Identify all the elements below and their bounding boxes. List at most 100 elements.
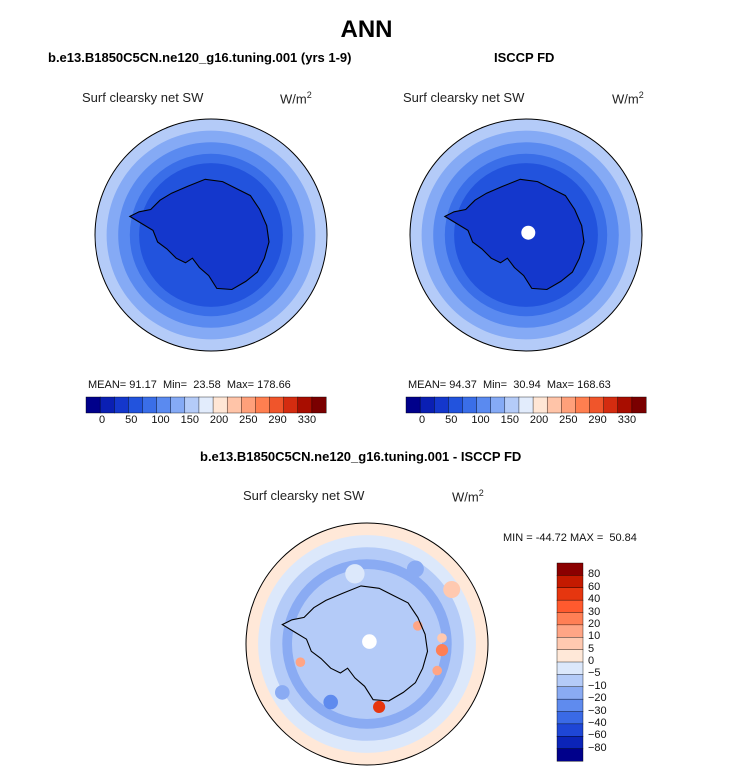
model-polar-map (94, 118, 328, 352)
colorbar-tick-label: −5 (588, 667, 601, 680)
colorbar-swatch (198, 396, 214, 414)
main-title: ANN (340, 16, 393, 43)
map-boundary (409, 118, 643, 352)
map-anomaly-spot (435, 644, 449, 657)
colorbar-swatch (556, 599, 584, 614)
colorbar-tick-label: 0 (418, 414, 426, 426)
colorbar-swatch (142, 396, 158, 414)
colorbar-swatch (556, 612, 584, 626)
model-max-value: 178.66 (257, 379, 291, 391)
colorbar-swatch (556, 637, 584, 651)
obs-stats: MEAN= 94.37 Min= 30.94 Max= 168.63 (408, 379, 611, 391)
colorbar-tick-label: −80 (588, 741, 607, 754)
colorbar-swatch (212, 396, 228, 414)
colorbar-swatch (518, 396, 534, 414)
model-colorbar (85, 396, 327, 414)
colorbar-swatch (556, 711, 584, 725)
colorbar-tick-label: 80 (588, 568, 601, 581)
colorbar-swatch (589, 396, 605, 414)
colorbar-swatch (603, 396, 619, 414)
obs-polar-map (409, 118, 643, 352)
obs-colorbar-ticks: 0 50 100 150 200 250 290 330 (406, 414, 646, 430)
colorbar-tick-label: 50 (125, 414, 138, 426)
colorbar-swatch (99, 396, 115, 414)
model-stats: MEAN= 91.17 Min= 23.58 Max= 178.66 (88, 379, 291, 391)
obs-mean-value: 94.37 (449, 379, 477, 391)
map-anomaly-spot (443, 581, 461, 598)
colorbar-tick-label: 20 (588, 617, 601, 630)
colorbar-swatch (556, 674, 584, 688)
colorbar-swatch (269, 396, 285, 414)
map-anomaly-spot (373, 700, 386, 713)
obs-units-label: W/m2 (612, 90, 644, 107)
diff-units-label: W/m2 (452, 488, 484, 505)
colorbar-swatch (556, 624, 584, 638)
colorbar-tick-label: −30 (588, 704, 607, 717)
map-land-fill (282, 585, 428, 701)
model-max-label: Max= (226, 379, 255, 391)
diff-polar-map (245, 522, 489, 766)
model-min-label: Min= (162, 379, 188, 391)
map-boundary (94, 118, 328, 352)
model-min-value: 23.58 (193, 379, 221, 391)
colorbar-tick-label: 0 (98, 414, 106, 426)
map-anomaly-spot (432, 665, 442, 676)
colorbar-swatch (556, 686, 584, 700)
colorbar-swatch (297, 396, 313, 414)
map-coastline (443, 178, 585, 291)
map-coastline (128, 178, 270, 291)
obs-max-label: Max= (546, 379, 575, 391)
model-variable-label: Surf clearsky net SW (82, 90, 204, 105)
obs-min-label: Min= (482, 379, 508, 391)
diff-colorbar-ticks: 80 60 40 30 20 10 5 0 −5 −10 −20 −30 −40 −60 −80 (588, 563, 628, 761)
map-coastline (281, 585, 429, 702)
colorbar-swatch (311, 396, 327, 414)
colorbar-swatch (556, 748, 584, 762)
diff-stats: MIN = -44.72 MAX = 50.84 (503, 532, 637, 544)
obs-case-title: ISCCP FD (494, 50, 555, 65)
model-units-label: W/m2 (280, 90, 312, 107)
colorbar-tick-label: −60 (588, 729, 607, 742)
colorbar-tick-label: −40 (588, 716, 607, 729)
colorbar-swatch (170, 396, 186, 414)
colorbar-swatch (128, 396, 143, 414)
map-pole-hole (362, 634, 377, 649)
colorbar-tick-label: −10 (588, 679, 607, 692)
obs-mean-label: MEAN= (408, 379, 447, 391)
map-pole-hole (521, 225, 536, 240)
map-boundary (245, 522, 489, 766)
colorbar-tick-label: 200 (529, 414, 549, 426)
colorbar-swatch (448, 396, 463, 414)
model-mean-label: MEAN= (88, 379, 127, 391)
colorbar-swatch (617, 396, 633, 414)
colorbar-swatch (556, 575, 584, 589)
colorbar-tick-label: 0 (588, 655, 595, 667)
colorbar-swatch (419, 396, 435, 414)
diff-case-title: b.e13.B1850C5CN.ne120_g16.tuning.001 - I… (200, 449, 522, 464)
colorbar-tick-label: −20 (588, 692, 607, 705)
colorbar-tick-label: 150 (500, 414, 519, 426)
colorbar-tick-label: 10 (588, 630, 601, 643)
colorbar-tick-label: 150 (180, 414, 199, 426)
colorbar-swatch (556, 649, 584, 663)
map-anomaly-spot (406, 560, 424, 578)
obs-max-value: 168.63 (577, 379, 611, 391)
colorbar-tick-label: 100 (151, 414, 170, 426)
model-mean-value: 91.17 (129, 379, 157, 391)
colorbar-tick-label: 200 (209, 414, 229, 426)
colorbar-swatch (504, 396, 520, 414)
colorbar-swatch (226, 396, 242, 414)
map-anomaly-spot (275, 685, 290, 700)
colorbar-tick-label: 5 (588, 642, 595, 655)
colorbar-swatch (85, 396, 101, 414)
obs-variable-label: Surf clearsky net SW (403, 90, 525, 105)
colorbar-swatch (556, 736, 584, 750)
colorbar-swatch (556, 587, 584, 601)
map-anomaly-spot (345, 564, 365, 584)
obs-min-value: 30.94 (513, 379, 541, 391)
colorbar-swatch (490, 396, 506, 414)
map-anomaly-spot (295, 657, 306, 667)
map-land-fill (444, 179, 584, 290)
map-land-fill (129, 179, 269, 290)
colorbar-swatch (255, 396, 271, 414)
